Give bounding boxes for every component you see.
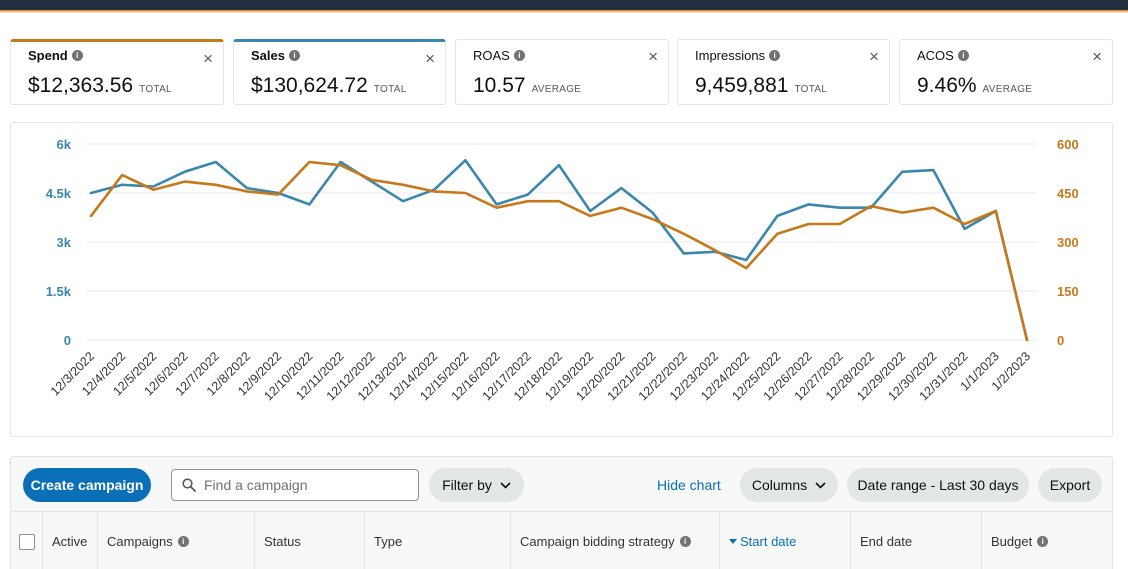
metric-aggregation: TOTAL [794,84,828,95]
series-line-spend [89,160,1029,342]
info-icon[interactable]: i [513,50,525,61]
metric-card-sales[interactable]: Sales i × $130,624.72 TOTAL [233,39,446,105]
export-label: Export [1049,477,1091,493]
y-left-tick-label: 4.5k [46,186,72,201]
metric-card-roas[interactable]: ROAS i × 10.57 AVERAGE [455,39,669,105]
metric-card-spend[interactable]: Spend i × $12,363.56 TOTAL [10,39,224,105]
metric-aggregation: AVERAGE [531,84,582,95]
metric-value: $12,363.56 [28,74,134,97]
metric-label: ACOS [917,48,954,63]
column-header-label: Budget [991,534,1033,549]
column-header-label: Status [264,534,301,549]
info-icon[interactable]: i [1037,536,1049,547]
info-icon[interactable]: i [769,50,781,61]
metric-card-acos[interactable]: ACOS i × 9.46% AVERAGE [899,39,1113,105]
columns-button[interactable]: Columns [740,468,838,502]
table-header-row: Active Campaigns i Status Type Campaign … [11,511,1112,569]
y-right-tick-label: 0 [1057,333,1064,348]
top-navigation-bar [0,0,1128,10]
info-icon[interactable]: i [288,50,300,61]
close-icon[interactable]: × [869,47,879,66]
close-icon[interactable]: × [425,49,435,68]
metric-header: ACOS i [917,48,969,63]
info-icon[interactable]: i [957,50,969,61]
select-all-header [11,512,43,569]
metric-label: Sales [251,48,285,63]
metric-value-group: 10.57 AVERAGE [473,74,581,98]
campaigns-table-panel: Create campaign Filter by Hide chart Col… [10,456,1113,569]
date-range-button[interactable]: Date range - Last 30 days [847,468,1029,502]
column-header-label: Campaign bidding strategy [520,534,675,549]
y-left-tick-label: 3k [57,235,72,250]
y-left-tick-label: 6k [57,137,72,152]
metric-value-group: 9,459,881 TOTAL [695,74,827,98]
metric-value-group: $12,363.56 TOTAL [28,74,172,98]
create-campaign-button[interactable]: Create campaign [23,468,151,502]
metric-header: ROAS i [473,48,525,63]
metric-header: Spend i [28,48,83,63]
select-all-checkbox[interactable] [19,533,35,550]
metric-label: Impressions [695,48,766,63]
y-right-tick-label: 300 [1057,235,1079,250]
search-icon [182,478,196,492]
filter-by-button[interactable]: Filter by [429,468,524,502]
info-icon[interactable]: i [71,50,83,61]
metric-label: ROAS [473,48,510,63]
column-header-end-date[interactable]: End date [851,512,982,569]
column-header-campaigns[interactable]: Campaigns i [98,512,255,569]
close-icon[interactable]: × [1092,47,1102,66]
column-header-active[interactable]: Active [43,512,98,569]
y-right-tick-label: 450 [1057,186,1079,201]
chevron-down-icon [500,481,511,489]
close-icon[interactable]: × [648,47,658,66]
metric-header: Impressions i [695,48,781,63]
column-header-label: Active [52,534,88,549]
column-header-start-date[interactable]: Start date [720,512,851,569]
column-header-label: Type [374,534,403,549]
close-icon[interactable]: × [203,49,213,68]
y-left-tick-label: 1.5k [46,284,72,299]
sort-descending-icon [729,538,737,544]
info-icon[interactable]: i [177,536,189,547]
export-button[interactable]: Export [1038,468,1102,502]
column-header-label: End date [860,534,913,549]
y-right-tick-label: 600 [1057,137,1079,152]
chevron-down-icon [815,481,826,489]
campaign-search-box[interactable] [171,469,419,501]
metric-aggregation: TOTAL [373,84,407,95]
date-range-label: Date range - Last 30 days [857,477,1019,493]
column-header-status[interactable]: Status [255,512,365,569]
column-header-label: Campaigns [107,534,173,549]
y-right-tick-label: 150 [1057,284,1079,299]
top-bar-accent-line [0,10,1128,13]
column-header-label: Start date [740,534,797,549]
columns-label: Columns [751,477,808,493]
hide-chart-link[interactable]: Hide chart [657,477,721,493]
metric-value: 9.46% [917,74,977,97]
metric-aggregation: TOTAL [139,84,172,95]
metric-value-group: $130,624.72 TOTAL [251,74,407,98]
metric-value: $130,624.72 [251,74,368,97]
performance-chart-card: 0 0 1.5k 150 3k 300 4.5k 450 6k 600 12/3/2022 12/4/… [10,122,1113,437]
column-header-bidding-strategy[interactable]: Campaign bidding strategy i [511,512,720,569]
info-icon[interactable]: i [679,536,691,547]
filter-by-label: Filter by [442,477,492,493]
metric-label: Spend [28,48,68,63]
metric-aggregation: AVERAGE [982,84,1033,95]
metric-value: 10.57 [473,74,526,97]
metric-value-group: 9.46% AVERAGE [917,74,1032,98]
column-header-type[interactable]: Type [365,512,511,569]
series-line-sales [89,158,1029,342]
y-left-tick-label: 0 [64,333,71,348]
column-header-budget[interactable]: Budget i [982,512,1112,569]
metric-header: Sales i [251,48,300,63]
metric-value: 9,459,881 [695,74,789,97]
metric-card-impressions[interactable]: Impressions i × 9,459,881 TOTAL [677,39,890,105]
search-input[interactable] [204,477,404,493]
